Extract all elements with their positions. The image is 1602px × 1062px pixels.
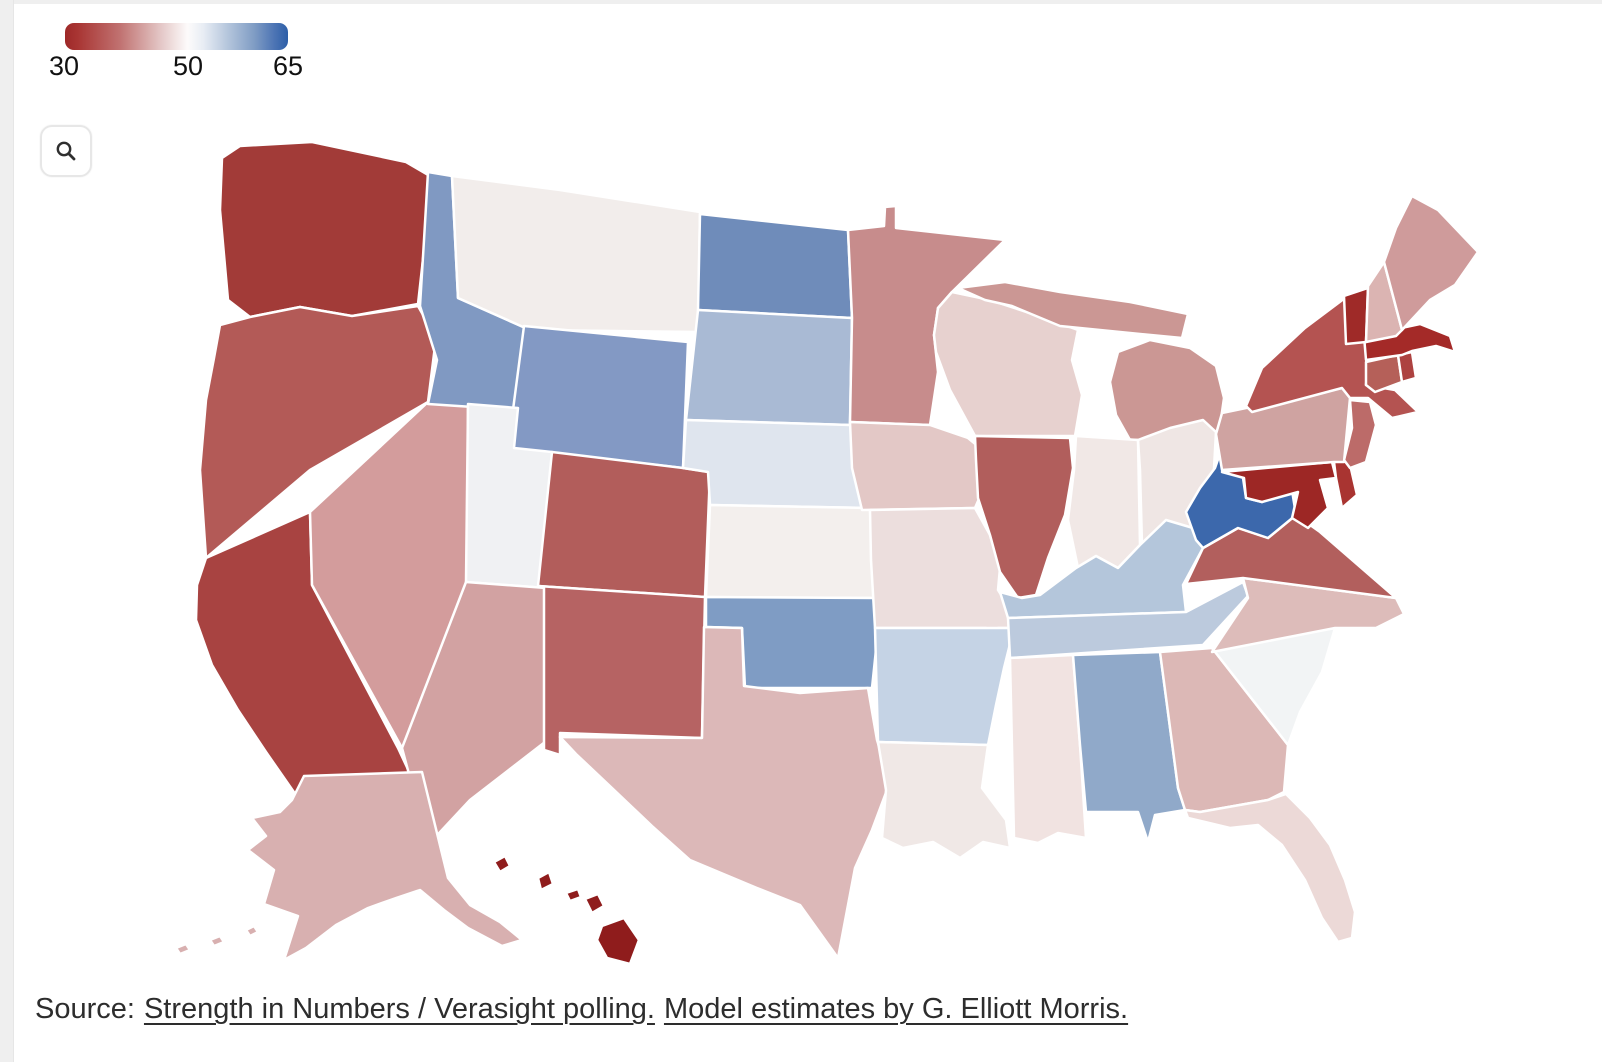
state-NJ[interactable] [1342,398,1378,470]
state-RI[interactable] [1396,350,1418,384]
color-gradient-bar [65,23,288,50]
magnifier-icon [56,141,76,161]
state-MT[interactable] [450,174,702,334]
state-NH[interactable] [1364,260,1404,344]
source-prefix: Source: [35,993,135,1025]
state-NE[interactable] [681,418,872,510]
legend-tick-min: 30 [48,51,80,81]
state-TX[interactable] [558,625,892,960]
state-AR[interactable] [873,626,1016,747]
state-LA[interactable] [876,740,1012,860]
source-link-morris[interactable]: Model estimates by G. Elliott Morris. [663,993,1129,1025]
state-KY[interactable] [998,518,1205,620]
legend-tick-max: 65 [272,51,304,81]
state-IA[interactable] [848,420,990,512]
legend-tick-mid: 50 [172,51,204,81]
state-NM[interactable] [536,584,707,757]
zoom-button[interactable] [40,125,92,177]
state-NY[interactable] [1244,288,1420,420]
state-IN[interactable] [1066,434,1142,570]
state-KS[interactable] [704,503,876,600]
state-VT[interactable] [1342,286,1370,346]
state-HI[interactable] [492,854,641,966]
state-SD[interactable] [684,308,854,427]
state-ND[interactable] [696,212,854,320]
source-link-polling[interactable]: Strength in Numbers / Verasight polling. [143,993,655,1025]
state-CO[interactable] [536,450,712,599]
state-ME[interactable] [1382,194,1480,332]
state-NC[interactable] [1210,576,1406,654]
state-CT[interactable] [1364,353,1404,394]
page-edge-left [0,0,14,1062]
source-line: Source: Strength in Numbers / Verasight … [35,992,1128,1026]
state-WY[interactable] [506,324,690,470]
page-edge-top [0,0,1602,4]
color-legend: 30 50 65 [0,0,340,90]
state-WA[interactable] [218,140,432,319]
state-FL[interactable] [1183,792,1357,944]
state-AK[interactable] [174,770,524,962]
